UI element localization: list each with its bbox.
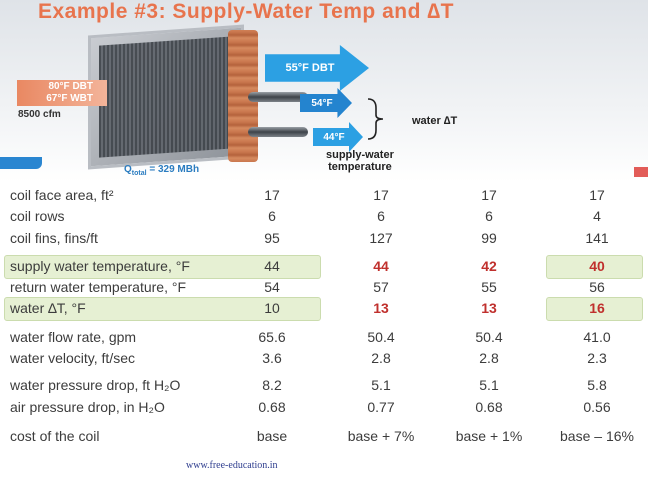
cell: 95	[264, 230, 280, 246]
supply-water-caption: supply-water temperature	[326, 149, 394, 173]
cell: 8.2	[262, 377, 282, 393]
cell: base	[256, 428, 288, 444]
cell: 44	[264, 258, 280, 274]
qtotal-symbol: Q	[124, 164, 132, 175]
caption-line-2: temperature	[328, 161, 392, 173]
cell: 5.1	[371, 377, 391, 393]
inlet-dbt: 80°F DBT	[48, 81, 93, 92]
inlet-air-label: 80°F DBT 67°F WBT	[17, 80, 107, 106]
cell: 56	[589, 279, 605, 295]
cell: 5.8	[587, 377, 607, 393]
water-dt-label: water ∆T	[412, 115, 458, 127]
table-row: water pressure drop, ft H₂O 8.2 5.1 5.1 …	[0, 377, 648, 397]
cell: 3.6	[262, 350, 282, 366]
row-label: water velocity, ft/sec	[10, 350, 136, 366]
cell: base – 16%	[560, 428, 634, 444]
cell: base + 1%	[455, 428, 523, 444]
caption-line-1: supply-water	[326, 149, 394, 161]
row-label: water flow rate, gpm	[10, 329, 137, 345]
cell: 6	[377, 208, 385, 224]
cell-emphasis: 13	[373, 300, 389, 316]
highlight-supply-row	[4, 255, 321, 279]
table-row: coil fins, fins/ft 95 127 99 141	[0, 230, 648, 250]
table-row: water ∆T, °F 10 13 13 16	[0, 300, 648, 320]
cell: 6	[268, 208, 276, 224]
cell: 50.4	[367, 329, 395, 345]
cooling-coil-image	[88, 24, 244, 170]
airflow-label: 8500 cfm	[18, 109, 61, 120]
cell: 2.8	[371, 350, 391, 366]
qtotal-subscript: total	[131, 170, 147, 177]
cell: 0.68	[258, 399, 286, 415]
cell: 57	[373, 279, 389, 295]
highlight-dt-row	[4, 297, 321, 321]
cell: 17	[373, 187, 389, 203]
slide-title: Example #3: Supply-Water Temp and ∆T	[38, 0, 454, 23]
footer-bar	[0, 455, 648, 477]
row-label: water pressure drop, ft H₂O	[10, 377, 181, 393]
cell-emphasis: 42	[481, 258, 497, 274]
row-label: water ∆T, °F	[10, 300, 86, 316]
cell: 41.0	[583, 329, 611, 345]
cell: 17	[481, 187, 497, 203]
table-row: coil face area, ft² 17 17 17 17	[0, 187, 648, 207]
row-label: air pressure drop, in H₂O	[10, 399, 165, 415]
cell: 0.56	[583, 399, 611, 415]
cell-emphasis: 13	[481, 300, 497, 316]
supply-water-temp-label: 44°F	[323, 131, 345, 143]
row-label: coil fins, fins/ft	[10, 230, 98, 246]
cell: 127	[369, 230, 393, 246]
cell: 10	[264, 300, 280, 316]
table-row: cost of the coil base base + 7% base + 1…	[0, 428, 648, 448]
cell: 6	[485, 208, 493, 224]
coil-fins	[99, 36, 233, 158]
supply-pipe	[248, 127, 308, 137]
cell: 2.8	[479, 350, 499, 366]
row-label: supply water temperature, °F	[10, 258, 190, 274]
cell: 99	[481, 230, 497, 246]
row-label: coil rows	[10, 208, 65, 224]
leaving-air-label: 55°F DBT	[285, 62, 335, 74]
cell: 4	[593, 208, 601, 224]
cell: 50.4	[475, 329, 503, 345]
cell-emphasis: 44	[373, 258, 389, 274]
qtotal-value: = 329 MBh	[146, 164, 200, 175]
cell: 65.6	[258, 329, 286, 345]
cell: 17	[264, 187, 280, 203]
return-water-label: 54°F	[311, 97, 333, 109]
decorative-tab-red	[634, 167, 648, 177]
table-row: coil rows 6 6 6 4	[0, 208, 648, 228]
highlight-dt-cell	[546, 297, 643, 321]
table-row: supply water temperature, °F 44 44 42 40	[0, 258, 648, 278]
row-label: coil face area, ft²	[10, 187, 114, 203]
decorative-tab	[0, 157, 42, 169]
qtotal-label: Qtotal = 329 MBh	[124, 164, 199, 177]
cell: base + 7%	[347, 428, 415, 444]
table-row: air pressure drop, in H₂O 0.68 0.77 0.68…	[0, 399, 648, 419]
cell: 54	[264, 279, 280, 295]
footer-url[interactable]: www.free-education.in	[186, 460, 278, 471]
cell: 55	[481, 279, 497, 295]
cell: 0.68	[475, 399, 503, 415]
table-row: water velocity, ft/sec 3.6 2.8 2.8 2.3	[0, 350, 648, 370]
inlet-wbt: 67°F WBT	[46, 93, 93, 104]
cell: 0.77	[367, 399, 395, 415]
table-row: water flow rate, gpm 65.6 50.4 50.4 41.0	[0, 329, 648, 349]
cell-emphasis: 40	[589, 258, 605, 274]
cell: 2.3	[587, 350, 607, 366]
highlight-supply-cell	[546, 255, 643, 279]
row-label: cost of the coil	[10, 428, 100, 444]
table-row: return water temperature, °F 54 57 55 56	[0, 279, 648, 299]
cell: 141	[585, 230, 609, 246]
row-label: return water temperature, °F	[10, 279, 186, 295]
return-pipe	[248, 92, 308, 102]
brace-icon	[367, 98, 384, 140]
cell: 17	[589, 187, 605, 203]
cell: 5.1	[479, 377, 499, 393]
cell-emphasis: 16	[589, 300, 605, 316]
